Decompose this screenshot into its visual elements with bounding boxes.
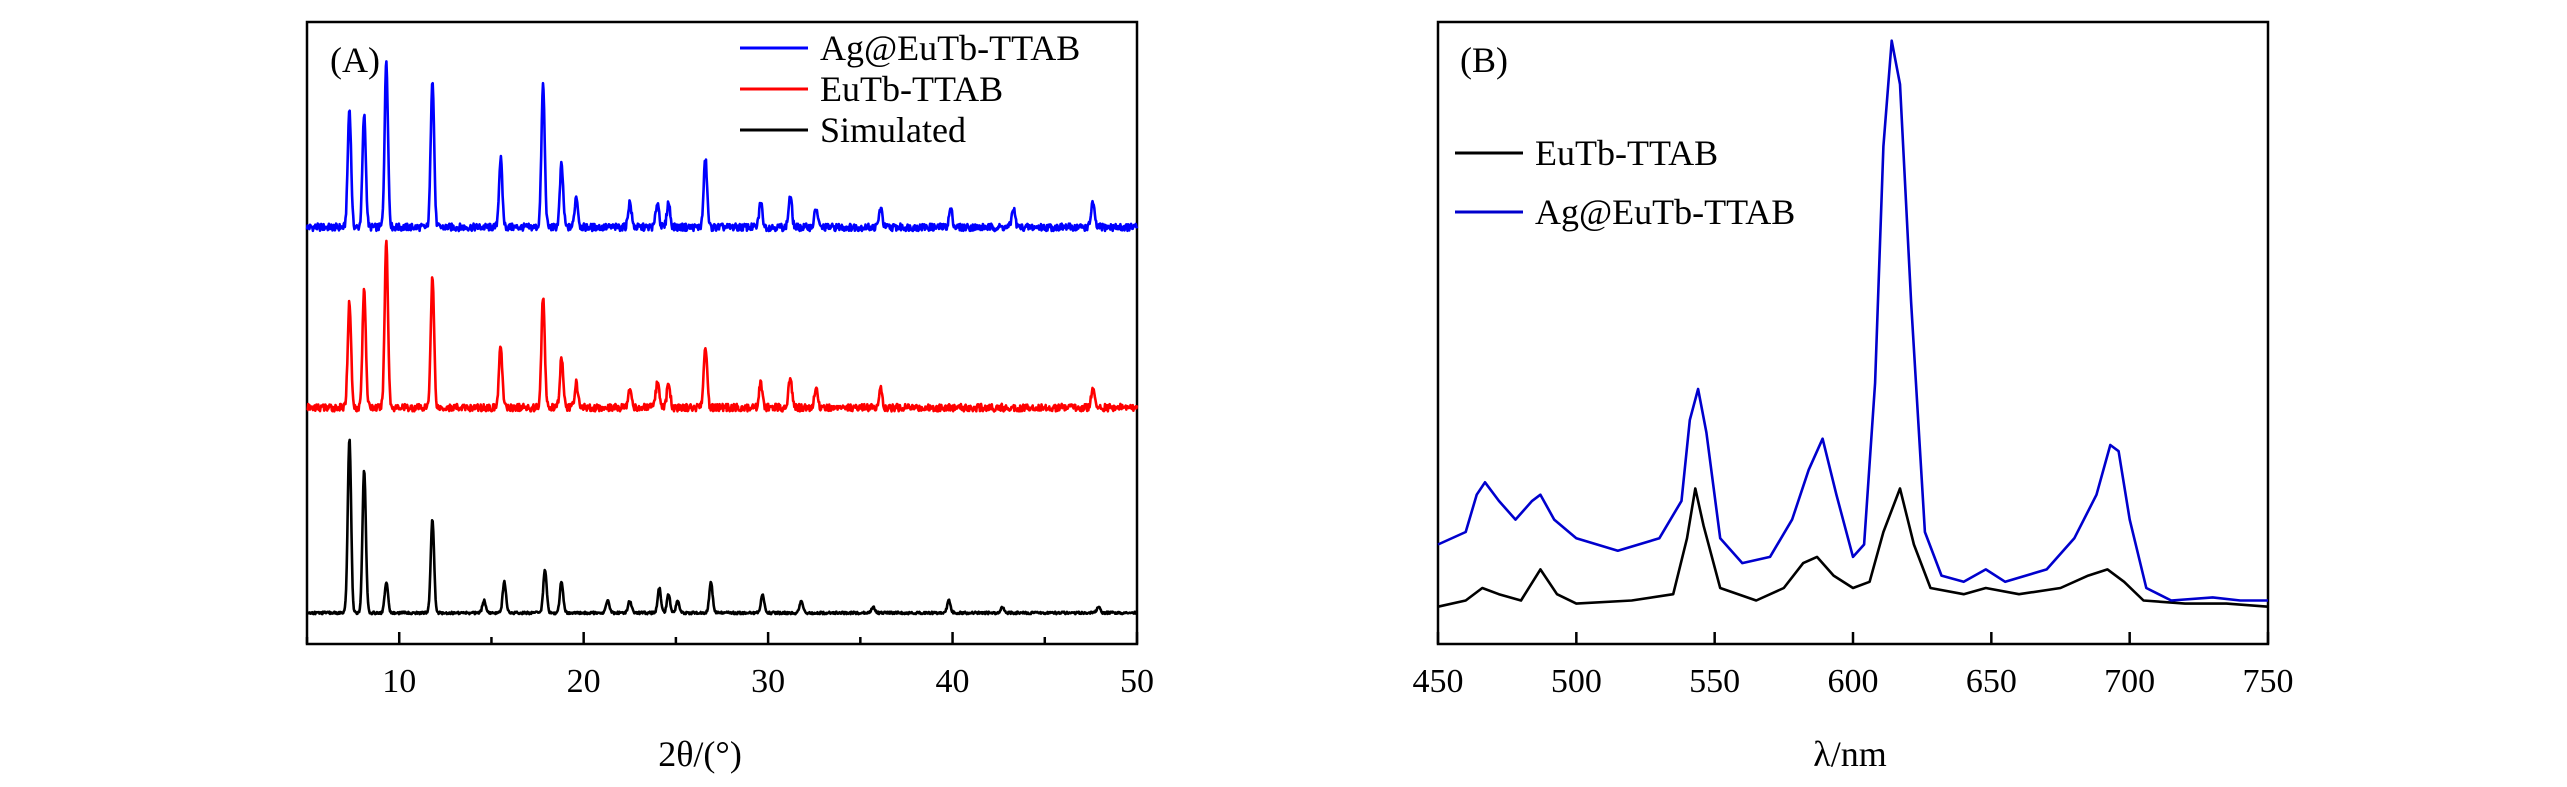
panel-a-x-tick-label: 30 [751, 663, 785, 700]
panel-b-legend-label: Ag@EuTb-TTAB [1535, 192, 1795, 232]
panel-a-frame [305, 20, 1139, 646]
panel-a-legend-label: Simulated [820, 110, 966, 150]
panel-b-series-ag-eutb-ttab [1437, 39, 2268, 602]
panel-b-x-tick-label: 550 [1689, 663, 1740, 700]
panel-a-x-axis-title-text: 2θ/(°) [658, 734, 742, 774]
panel-b-legend: EuTb-TTAB Ag@EuTb-TTAB [1455, 133, 1795, 232]
panel-b-series-group [1437, 39, 2269, 608]
panel-a-series-eutb-ttab [306, 239, 1139, 413]
panel-a-x-tick-label: 50 [1120, 663, 1154, 700]
panel-b-x-tick-label: 650 [1966, 663, 2017, 700]
panel-a-legend-label: Ag@EuTb-TTAB [820, 28, 1080, 68]
panel-a-x-axis: 10 20 30 40 50 [305, 632, 1154, 700]
panel-b-x-tick-label: 600 [1828, 663, 1879, 700]
panel-a-series-ag-eutb-ttab [305, 60, 1139, 233]
panel-b-x-tick-label: 750 [2243, 663, 2294, 700]
panel-b-label: (B) [1460, 40, 1508, 80]
panel-b: 450 500 550 600 650 700 750 (B) EuTb-TTAB Ag@Eu… [1413, 20, 2294, 774]
panel-a-legend-label: EuTb-TTAB [820, 69, 1003, 109]
panel-a-series-simulated [306, 438, 1138, 616]
panel-a: 10 20 30 40 50 (A) Ag@EuTb-TTABEuTb-TTABSimu… [305, 20, 1154, 774]
panel-b-x-axis-title: λ/nm [1813, 734, 1886, 774]
panel-b-x-axis: 450 500 550 600 650 700 750 [1413, 632, 2294, 700]
panel-a-series-group [305, 60, 1139, 616]
panel-a-x-tick-label: 40 [936, 663, 970, 700]
panel-a-label: (A) [330, 40, 380, 80]
panel-b-legend-label: EuTb-TTAB [1535, 133, 1718, 173]
panel-b-x-tick-label: 700 [2104, 663, 2155, 700]
panel-b-x-tick-label: 450 [1413, 663, 1464, 700]
panel-a-x-axis-title: 2θ/(°) [658, 734, 742, 774]
panel-a-x-tick-label: 20 [567, 663, 601, 700]
panel-b-x-axis-title-text: λ/nm [1813, 734, 1886, 774]
panel-b-x-tick-label: 500 [1551, 663, 1602, 700]
panel-a-x-tick-label: 10 [382, 663, 416, 700]
panel-b-series-eutb-ttab [1437, 487, 2269, 608]
panel-b-frame [1436, 20, 2270, 646]
